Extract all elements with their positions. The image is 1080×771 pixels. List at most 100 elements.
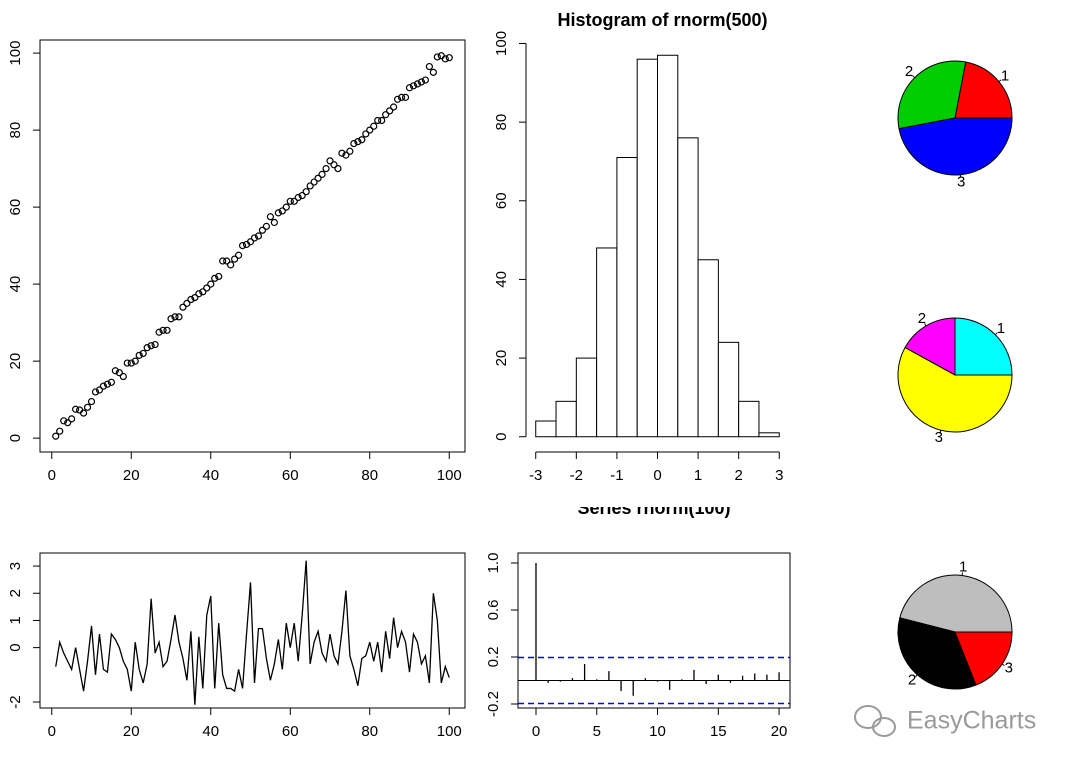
pie-label: 3 — [1005, 659, 1013, 676]
point — [433, 53, 441, 61]
x-tick-label: 3 — [775, 467, 783, 484]
point — [362, 130, 370, 138]
pie-label-tick — [912, 75, 916, 79]
point — [131, 357, 139, 365]
point — [358, 136, 366, 144]
pie-label: 2 — [918, 310, 926, 327]
point — [183, 299, 191, 307]
x-tick-label: 0 — [653, 467, 661, 484]
pie-label: 2 — [908, 672, 916, 689]
point — [342, 151, 350, 159]
point — [163, 326, 171, 334]
bar — [717, 341, 740, 438]
point — [322, 165, 330, 173]
y-tick-label: 40 — [493, 271, 510, 288]
point — [390, 103, 398, 111]
pie-label-tick — [998, 79, 1002, 83]
point — [195, 290, 203, 298]
y-tick-label: 40 — [7, 276, 24, 293]
bar — [677, 137, 699, 438]
point — [378, 116, 386, 125]
x-tick-label: 100 — [437, 467, 462, 484]
point — [155, 328, 163, 336]
point — [99, 382, 108, 390]
pie-slice — [954, 317, 1013, 376]
point — [143, 344, 151, 352]
point — [111, 367, 119, 375]
point — [115, 369, 123, 377]
y-tick-label: 1.0 — [485, 553, 502, 574]
point — [350, 139, 358, 148]
point — [270, 218, 278, 227]
x-tick-label: 60 — [282, 723, 299, 740]
x-tick-label: 1 — [694, 467, 702, 484]
point — [326, 157, 334, 165]
pie-label-tick — [1001, 663, 1005, 667]
x-tick-label: 40 — [202, 467, 219, 484]
point — [119, 372, 127, 381]
point — [52, 432, 60, 440]
x-tick-label: 5 — [593, 723, 601, 740]
bar — [636, 58, 658, 438]
pie-label-tick — [994, 332, 998, 336]
point — [374, 116, 382, 125]
point — [135, 351, 143, 359]
point — [79, 409, 88, 417]
point — [187, 295, 195, 304]
pie-slice — [897, 617, 977, 690]
bar — [596, 247, 618, 438]
bar — [758, 432, 780, 438]
y-tick-label: 20 — [7, 353, 24, 370]
point — [246, 238, 255, 246]
y-tick-label: 3 — [7, 562, 24, 570]
point — [266, 213, 274, 221]
x-tick-label: -1 — [610, 467, 623, 484]
x-tick-label: 20 — [123, 467, 140, 484]
point — [445, 54, 453, 62]
y-tick-label: 2 — [7, 589, 24, 597]
point — [274, 209, 282, 217]
pie-label-tick — [924, 323, 927, 327]
y-tick-label: 0.6 — [485, 600, 502, 621]
point — [302, 188, 310, 196]
point — [262, 222, 271, 230]
y-tick-label: 0 — [7, 434, 24, 442]
y-tick-label: 80 — [7, 122, 24, 139]
point — [56, 427, 64, 435]
y-tick-label: 100 — [493, 31, 510, 56]
point — [405, 84, 414, 92]
point — [386, 107, 394, 115]
point — [334, 165, 342, 173]
point — [250, 234, 259, 242]
point — [397, 93, 406, 101]
y-tick-label: -0.2 — [485, 691, 502, 717]
line — [55, 560, 450, 705]
point — [354, 138, 362, 146]
point — [179, 303, 187, 311]
point — [223, 257, 231, 265]
x-tick-label: -3 — [529, 467, 542, 484]
point — [258, 226, 267, 234]
point — [421, 76, 430, 84]
point — [68, 415, 76, 423]
point — [393, 95, 402, 103]
pie-label-tick — [915, 674, 918, 678]
point — [72, 405, 80, 413]
pie-label: 3 — [957, 174, 965, 191]
x-tick-label: 40 — [202, 723, 219, 740]
pie-slice — [897, 60, 967, 130]
y-tick-label: -2 — [7, 695, 24, 708]
pie-label: 2 — [905, 63, 913, 80]
point — [167, 315, 175, 323]
bar — [616, 157, 638, 438]
pie-slice — [904, 317, 956, 376]
point — [215, 272, 223, 281]
point — [147, 342, 155, 350]
bar — [697, 259, 719, 438]
x-tick-label: 20 — [771, 723, 788, 740]
point — [211, 274, 219, 282]
point — [346, 147, 354, 155]
point — [199, 288, 207, 296]
y-tick-label: 0 — [493, 433, 510, 441]
watermark-icon — [854, 705, 896, 737]
